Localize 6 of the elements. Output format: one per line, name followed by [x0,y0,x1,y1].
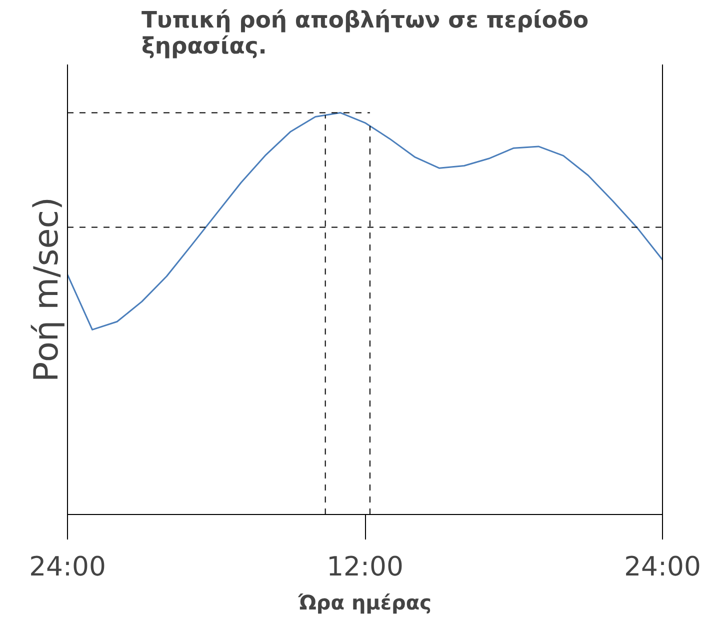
x-tick-label: 24:00 [624,552,701,582]
y-axis-title: Ροή m/sec) [26,196,66,382]
chart-title: Τυπική ροή αποβλήτων σε περίοδο ξηρασίας. [141,8,589,60]
x-tick-label: 24:00 [29,552,106,582]
x-tick-label: 12:00 [326,552,404,582]
x-axis-title: Ώρα ημέρας [298,590,432,614]
